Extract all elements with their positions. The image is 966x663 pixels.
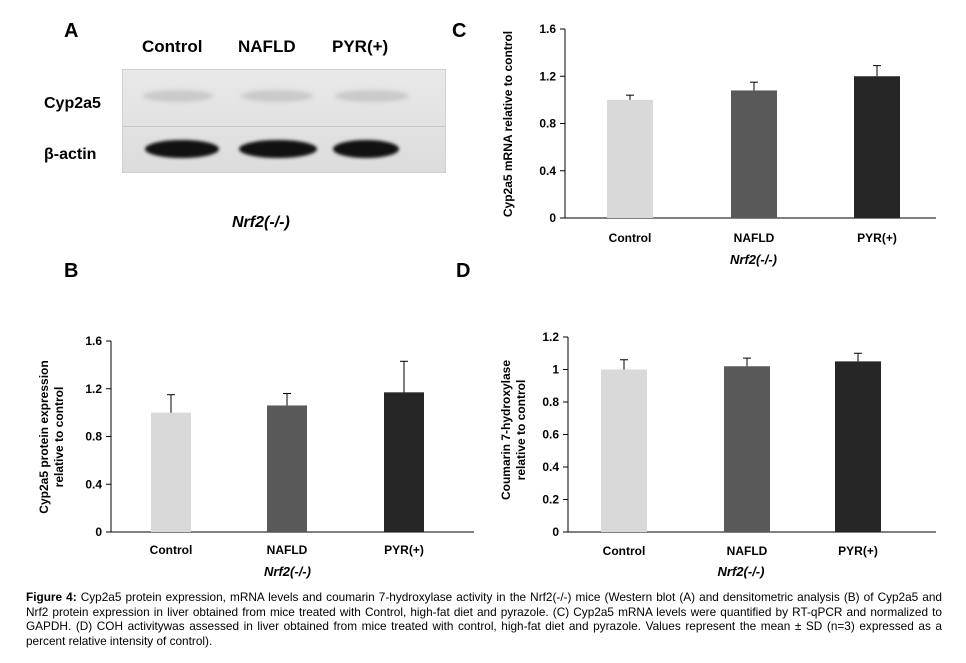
band-cyp2a5-nafld (241, 90, 313, 102)
b-bar-2 (384, 392, 424, 532)
band-bactin-control (145, 140, 219, 158)
c-bar-1 (731, 90, 777, 218)
b-y-tick-label: 1.2 (85, 382, 102, 396)
d-x-axis-label: Nrf2(-/-) (718, 564, 765, 579)
panel-c-letter: C (452, 20, 467, 42)
b-category-label-1: NAFLD (267, 543, 308, 557)
band-cyp2a5-pyr (335, 90, 409, 102)
panel-a-genotype: Nrf2(-/-) (232, 214, 290, 231)
c-y-tick-label: 1.2 (539, 69, 556, 83)
d-y-tick-label: 0.6 (542, 428, 559, 442)
c-bar-0 (607, 99, 653, 218)
c-x-axis-label: Nrf2(-/-) (730, 252, 777, 267)
c-y-tick-label: 0.8 (539, 117, 556, 131)
d-category-label-2: PYR(+) (838, 544, 878, 558)
b-y-axis-label: Cyp2a5 protein expressionrelative to con… (37, 360, 66, 513)
b-y-tick-label: 0.4 (85, 477, 102, 491)
c-y-tick-label: 1.6 (539, 22, 556, 36)
c-y-tick-label: 0.4 (539, 164, 556, 178)
b-y-tick-label: 0.8 (85, 430, 102, 444)
lane-label-nafld: NAFLD (238, 37, 296, 56)
blot-row-cyp2a5: Cyp2a5 (44, 95, 101, 112)
c-category-label-0: Control (609, 231, 652, 245)
d-y-tick-label: 0.2 (542, 493, 559, 507)
d-y-tick-label: 0.8 (542, 395, 559, 409)
d-bar-2 (835, 361, 881, 532)
d-category-label-1: NAFLD (727, 544, 768, 558)
lane-label-control: Control (142, 37, 203, 56)
c-y-axis-label: Cyp2a5 mRNA relative to control (501, 31, 515, 217)
d-bar-1 (724, 366, 770, 532)
blot-divider (123, 126, 445, 127)
c-category-label-1: NAFLD (734, 231, 775, 245)
figure-caption: Figure 4: Cyp2a5 protein expression, mRN… (26, 590, 942, 648)
caption-text: Cyp2a5 protein expression, mRNA levels a… (26, 590, 942, 648)
lane-label-pyr: PYR(+) (332, 37, 389, 56)
d-y-tick-label: 1 (552, 363, 559, 377)
caption-label: Figure 4: (26, 590, 77, 604)
b-y-tick-label: 0 (95, 525, 102, 539)
panel-d-letter: D (456, 260, 471, 282)
b-y-tick-label: 1.6 (85, 334, 102, 348)
b-category-label-2: PYR(+) (384, 543, 424, 557)
c-category-label-2: PYR(+) (857, 231, 897, 245)
b-bar-1 (267, 405, 307, 532)
d-category-label-0: Control (603, 544, 646, 558)
blot-row-bactin: β-actin (44, 146, 97, 163)
d-y-tick-label: 0 (552, 525, 559, 539)
panel-a-letter: A (64, 20, 79, 42)
band-bactin-nafld (239, 140, 317, 158)
band-cyp2a5-control (143, 90, 213, 102)
band-bactin-pyr (333, 140, 399, 158)
d-bar-0 (601, 369, 647, 532)
b-category-label-0: Control (150, 543, 193, 557)
c-y-tick-label: 0 (549, 211, 556, 225)
d-y-tick-label: 1.2 (542, 330, 559, 344)
b-x-axis-label: Nrf2(-/-) (264, 564, 311, 579)
b-bar-0 (151, 412, 191, 532)
d-y-axis-label: Coumarin 7-hydroxylaserelative to contro… (499, 360, 528, 500)
panel-b-letter: B (64, 260, 79, 282)
western-blot-image (122, 69, 446, 173)
d-y-tick-label: 0.4 (542, 460, 559, 474)
c-bar-2 (854, 76, 900, 218)
